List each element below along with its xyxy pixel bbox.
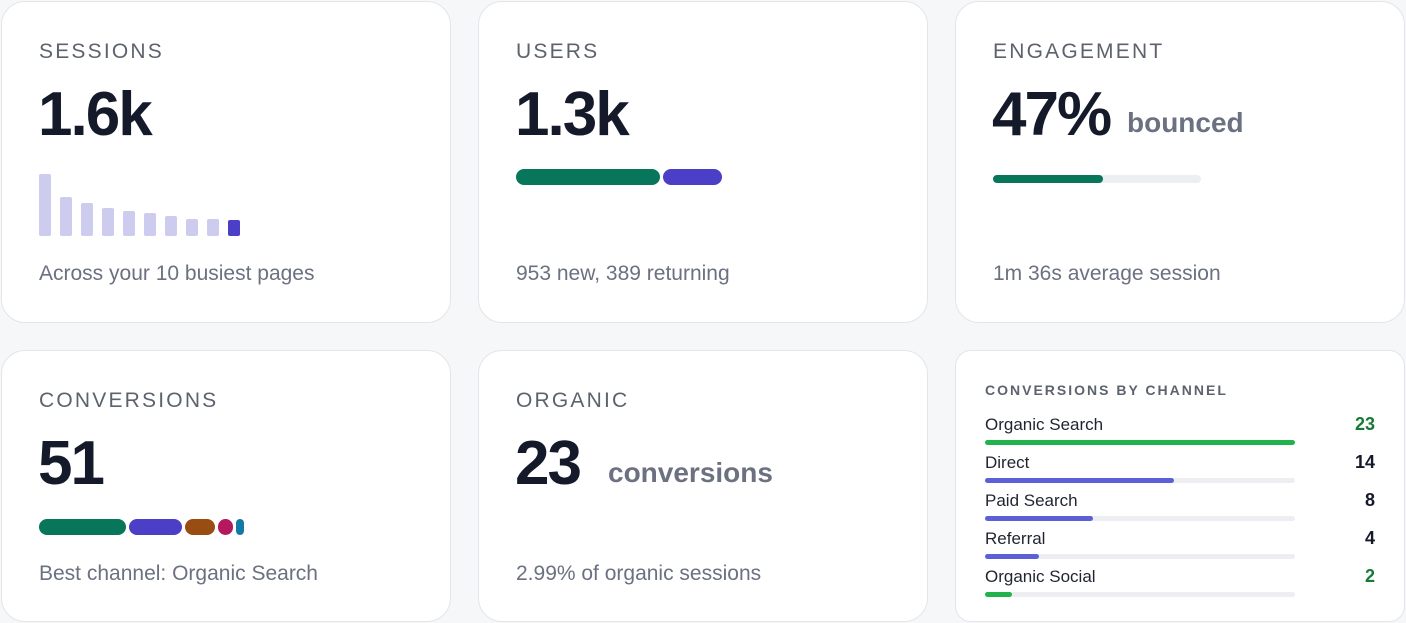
- engagement-footnote: 1m 36s average session: [993, 262, 1221, 285]
- conversions-segment: [185, 519, 215, 535]
- users-label: USERS: [516, 40, 600, 63]
- sessions-footnote: Across your 10 busiest pages: [39, 262, 315, 285]
- channel-value: 2: [1364, 566, 1375, 586]
- sessions-spark-bar: [207, 219, 219, 236]
- organic-suffix: conversions: [608, 457, 773, 488]
- users-footnote: 953 new, 389 returning: [516, 262, 730, 285]
- sessions-spark-bar: [60, 197, 72, 236]
- engagement-label: ENGAGEMENT: [993, 40, 1165, 63]
- conversions-footnote: Best channel: Organic Search: [39, 562, 318, 585]
- channel-bar-fill: [985, 554, 1039, 559]
- conversions-label: CONVERSIONS: [39, 389, 219, 412]
- conversions-segment: [129, 519, 182, 535]
- channel-bar-fill: [985, 592, 1012, 597]
- engagement-progress-bar: [993, 175, 1201, 183]
- conversions-channel-bar: [39, 519, 249, 535]
- channel-name: Paid Search: [985, 491, 1078, 510]
- engagement-suffix: bounced: [1127, 107, 1244, 138]
- channel-value: 23: [1354, 414, 1375, 434]
- sessions-spark-bar: [123, 211, 135, 236]
- channel-bar-track: [985, 478, 1295, 483]
- users-split-bar: [516, 169, 726, 185]
- sessions-spark-bar: [39, 174, 51, 236]
- channel-value: 14: [1354, 452, 1375, 472]
- channel-bar-track: [985, 592, 1295, 597]
- sessions-spark-bar: [186, 219, 198, 236]
- sessions-card: SESSIONS 1.6k Across your 10 busiest pag…: [1, 1, 451, 323]
- channel-bar-track: [985, 554, 1295, 559]
- sessions-sparkline: [39, 174, 249, 238]
- sessions-spark-bar: [144, 213, 156, 236]
- conversions-value: 51: [38, 429, 105, 498]
- channel-bar-track: [985, 440, 1295, 445]
- sessions-spark-bar: [228, 220, 240, 236]
- engagement-card: ENGAGEMENT 47% bounced 1m 36s average se…: [955, 1, 1405, 323]
- users-card: USERS 1.3k 953 new, 389 returning: [478, 1, 928, 323]
- sessions-spark-bar: [165, 216, 177, 236]
- channel-name: Referral: [985, 529, 1046, 548]
- channels-card: CONVERSIONS BY CHANNEL Organic Search 23 D…: [955, 350, 1405, 622]
- channel-value: 4: [1364, 528, 1375, 548]
- channel-name: Organic Search: [985, 415, 1104, 434]
- channel-bar-fill: [985, 440, 1295, 445]
- organic-card: ORGANIC 23 conversions 2.99% of organic …: [478, 350, 928, 622]
- organic-label: ORGANIC: [516, 389, 630, 412]
- engagement-value: 47%: [992, 80, 1112, 149]
- sessions-value: 1.6k: [38, 80, 153, 149]
- conversions-segment: [218, 519, 233, 535]
- users-returning-segment: [663, 169, 722, 185]
- users-new-segment: [516, 169, 660, 185]
- organic-footnote: 2.99% of organic sessions: [516, 562, 762, 585]
- channel-bar-fill: [985, 478, 1174, 483]
- channel-bar-track: [985, 516, 1295, 521]
- conversions-segment: [39, 519, 126, 535]
- conversions-card: CONVERSIONS 51 Best channel: Organic Sea…: [1, 350, 451, 622]
- sessions-spark-bar: [102, 208, 114, 236]
- sessions-label: SESSIONS: [39, 40, 164, 63]
- sessions-spark-bar: [81, 203, 93, 236]
- channels-title: CONVERSIONS BY CHANNEL: [985, 382, 1228, 398]
- engagement-progress-fill: [993, 175, 1104, 183]
- channel-bar-fill: [985, 516, 1093, 521]
- organic-value: 23: [515, 429, 582, 498]
- users-value: 1.3k: [515, 80, 630, 149]
- channel-name: Direct: [985, 453, 1030, 472]
- channel-value: 8: [1364, 490, 1375, 510]
- channel-name: Organic Social: [985, 567, 1096, 586]
- conversions-segment: [236, 519, 244, 535]
